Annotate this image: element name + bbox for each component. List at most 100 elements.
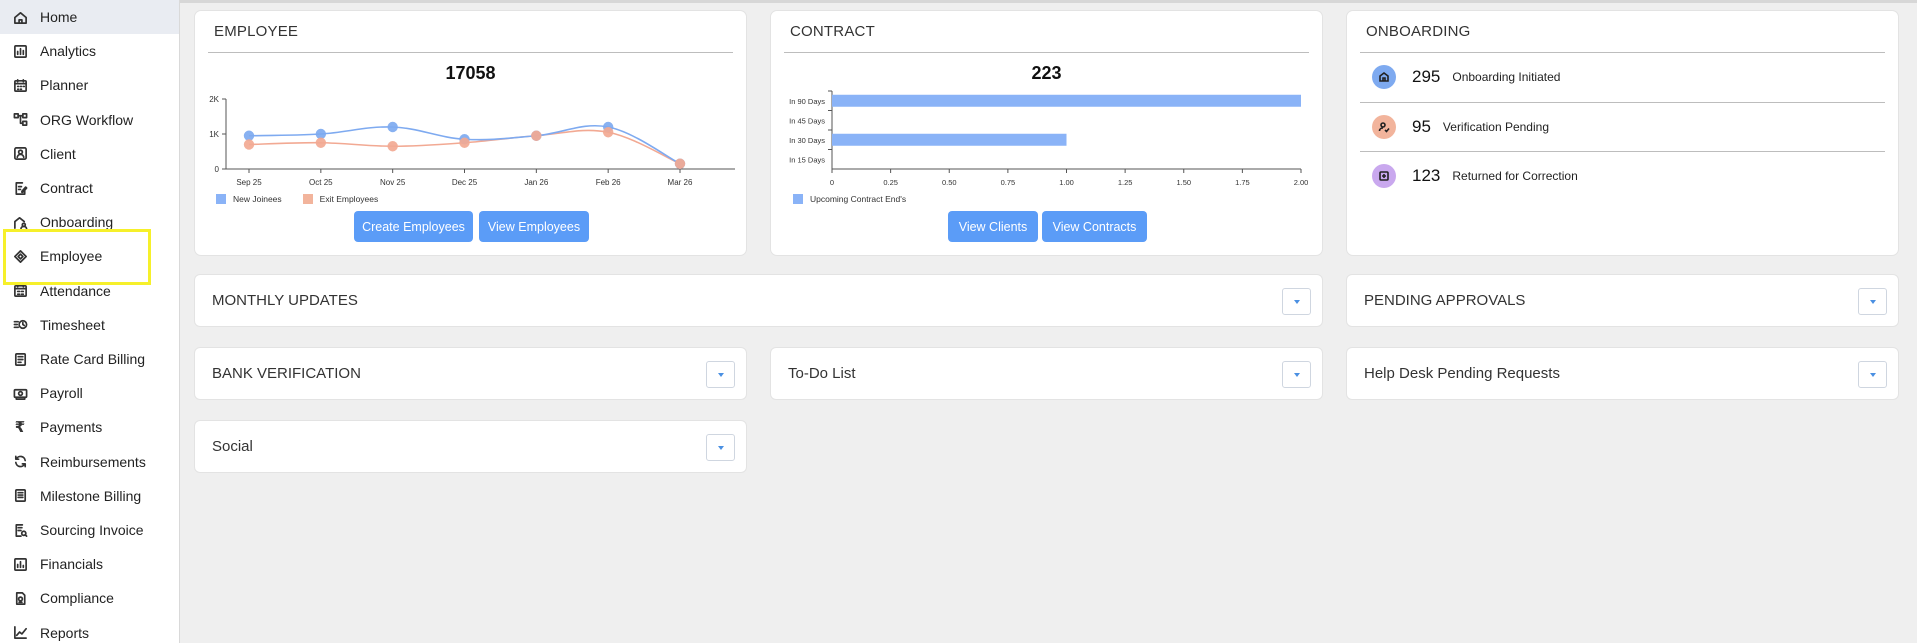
x-tick-label: 2.00: [1294, 178, 1309, 187]
reimbursement-icon: [0, 454, 40, 469]
x-tick-label: 0.50: [942, 178, 957, 187]
caret-down-icon: [717, 445, 724, 450]
sidebar-item-home[interactable]: Home: [0, 0, 179, 34]
caret-down-icon: [1293, 372, 1300, 377]
sidebar-item-contract[interactable]: Contract: [0, 171, 179, 205]
analytics-icon: [0, 44, 40, 59]
sidebar-item-label: Sourcing Invoice: [40, 522, 144, 538]
sidebar-item-employee[interactable]: Employee: [0, 239, 179, 273]
pending-approvals-toggle[interactable]: [1858, 288, 1887, 315]
data-point-exit-employees[interactable]: [387, 141, 398, 152]
client-icon: [0, 146, 40, 161]
helpdesk-toggle[interactable]: [1858, 361, 1887, 388]
verification-pending-icon: [1372, 115, 1396, 139]
data-point-exit-employees[interactable]: [459, 137, 470, 148]
card-divider: [784, 52, 1309, 53]
milestone-icon: [0, 488, 40, 503]
timesheet-icon: [0, 317, 40, 332]
x-tick-label: 0.25: [883, 178, 898, 187]
financials-icon: [0, 557, 40, 572]
legend-swatch-exit-employees: [302, 194, 313, 204]
card-divider: [1360, 52, 1885, 53]
verification-pending-label: Verification Pending: [1442, 120, 1549, 134]
data-point-new-joinees[interactable]: [315, 128, 327, 140]
x-tick-label: 1.50: [1176, 178, 1191, 187]
sidebar-item-sourcing-invoice[interactable]: Sourcing Invoice: [0, 513, 179, 547]
contract-total: 223: [1031, 63, 1062, 83]
data-point-exit-employees[interactable]: [602, 127, 614, 138]
contract-card: CONTRACT 223 In 90 Days In 45 Days In 30 D…: [770, 10, 1323, 256]
sidebar-item-timesheet[interactable]: Timesheet: [0, 308, 179, 342]
pending-approvals-title: PENDING APPROVALS: [1364, 292, 1526, 309]
compliance-icon: [0, 591, 40, 606]
sidebar-item-org-workflow[interactable]: ORG Workflow: [0, 103, 179, 137]
data-point-new-joinees[interactable]: [387, 121, 398, 133]
x-tick-label: Nov 25: [380, 178, 406, 187]
sidebar-item-compliance[interactable]: Compliance: [0, 581, 179, 615]
x-tick-label: 1.00: [1059, 178, 1074, 187]
sidebar-item-onboarding[interactable]: Onboarding: [0, 205, 179, 239]
view-employees-button[interactable]: View Employees: [479, 211, 589, 242]
sidebar-item-reports[interactable]: Reports: [0, 616, 179, 643]
x-tick-label: Feb 26: [596, 178, 621, 187]
invoice-icon: [0, 523, 40, 538]
sidebar-item-rate-card-billing[interactable]: Rate Card Billing: [0, 342, 179, 376]
data-point-exit-employees[interactable]: [531, 130, 542, 141]
sidebar-item-client[interactable]: Client: [0, 137, 179, 171]
legend-upcoming-contract: Upcoming Contract End's: [810, 194, 907, 204]
sidebar-item-label: Milestone Billing: [40, 487, 142, 504]
data-point-exit-employees[interactable]: [243, 139, 255, 150]
onboarding-initiated-row[interactable]: 295 Onboarding Initiated: [1360, 53, 1885, 101]
x-tick-label: 0.75: [1001, 178, 1016, 187]
row-divider: [1360, 102, 1885, 103]
social-title: Social: [212, 438, 253, 455]
contract-chart-legend: Upcoming Contract End's: [793, 194, 906, 204]
create-employees-button[interactable]: Create Employees: [354, 211, 473, 242]
todo-list-panel: To-Do List: [770, 347, 1323, 400]
todo-list-toggle[interactable]: [1282, 361, 1311, 388]
sidebar-item-label: Financials: [40, 556, 104, 573]
sidebar-item-planner[interactable]: Planner: [0, 68, 179, 102]
sidebar-item-reimbursements[interactable]: Reimbursements: [0, 445, 179, 479]
sidebar-item-payments[interactable]: ₹ Payments: [0, 410, 179, 444]
verification-pending-count: 95: [1412, 117, 1431, 136]
view-clients-button[interactable]: View Clients: [948, 211, 1038, 242]
sidebar-item-label: Employee: [40, 248, 103, 265]
social-toggle[interactable]: [706, 434, 735, 461]
top-border: [180, 0, 1917, 3]
bar-in-90-days[interactable]: [832, 94, 1301, 107]
employee-card: EMPLOYEE 17058 0 1K 2K Sep 25 Oct 25 Nov 25 De…: [194, 10, 747, 256]
data-point-exit-employees[interactable]: [674, 158, 686, 169]
data-point-exit-employees[interactable]: [315, 137, 327, 148]
workflow-icon: [0, 112, 40, 127]
calendar-icon: [0, 78, 40, 93]
reports-icon: [0, 625, 40, 640]
x-tick-label: Mar 26: [668, 178, 693, 187]
bar-in-30-days[interactable]: [832, 133, 1067, 146]
caret-down-icon: [1869, 372, 1876, 377]
sidebar-item-financials[interactable]: Financials: [0, 547, 179, 581]
caret-down-icon: [717, 372, 724, 377]
verification-pending-row[interactable]: 95 Verification Pending: [1360, 103, 1885, 151]
sidebar-item-attendance[interactable]: Attendance: [0, 274, 179, 308]
y-tick-label: 2K: [209, 95, 219, 104]
employee-icon: [0, 249, 40, 264]
sidebar-item-payroll[interactable]: Payroll: [0, 376, 179, 410]
returned-for-correction-count: 123: [1412, 166, 1441, 185]
returned-for-correction-row[interactable]: 123 Returned for Correction: [1360, 152, 1885, 200]
sidebar-item-label: Home: [40, 9, 78, 25]
data-point-new-joinees[interactable]: [243, 130, 255, 141]
rupee-icon: ₹: [14, 419, 26, 437]
sidebar-item-milestone-billing[interactable]: Milestone Billing: [0, 479, 179, 513]
helpdesk-panel: Help Desk Pending Requests: [1346, 347, 1899, 400]
social-panel: Social: [194, 420, 747, 473]
monthly-updates-toggle[interactable]: [1282, 288, 1311, 315]
sidebar-item-label: Onboarding: [40, 214, 114, 231]
legend-exit-employees: Exit Employees: [319, 194, 379, 204]
payroll-icon: [0, 386, 40, 401]
view-contracts-button[interactable]: View Contracts: [1042, 211, 1147, 242]
sidebar-item-analytics[interactable]: Analytics: [0, 34, 179, 68]
caret-down-icon: [1869, 299, 1876, 304]
x-tick-label: Oct 25: [309, 178, 333, 187]
bank-verification-toggle[interactable]: [706, 361, 735, 388]
